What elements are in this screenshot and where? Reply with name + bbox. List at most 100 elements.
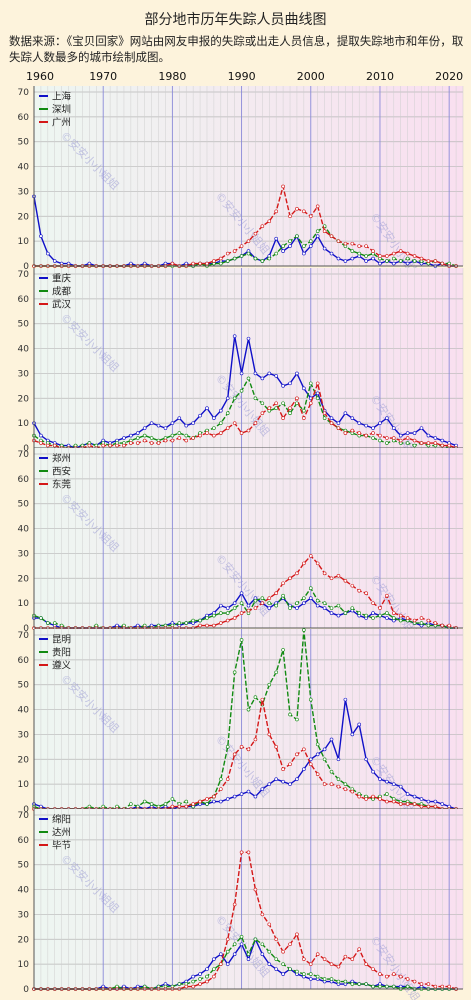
data-point [253, 371, 258, 376]
data-point [329, 421, 334, 425]
data-point [170, 421, 175, 425]
data-point [198, 433, 202, 438]
data-point [198, 799, 202, 804]
x-tick-label: 2020 [435, 70, 463, 83]
data-point [392, 256, 396, 261]
data-point [239, 745, 244, 749]
data-point [336, 979, 341, 984]
data-point [371, 436, 375, 440]
data-point [385, 611, 389, 615]
data-point [343, 259, 348, 263]
data-point [392, 782, 396, 786]
data-point [336, 256, 341, 261]
data-point [198, 972, 202, 976]
data-point [177, 982, 182, 986]
legend-label: 上海 [52, 91, 72, 103]
data-point [405, 261, 410, 266]
data-point [205, 261, 209, 266]
data-point [225, 259, 230, 263]
data-point [219, 408, 223, 413]
data-point [385, 259, 389, 263]
data-point [260, 787, 265, 791]
data-point [322, 416, 327, 420]
data-point [267, 601, 272, 605]
data-point [205, 967, 209, 971]
data-point [329, 737, 334, 742]
y-tick-label: 0 [23, 444, 29, 454]
data-point [260, 912, 265, 917]
data-point [281, 581, 285, 586]
y-tick-label: 0 [23, 805, 29, 815]
data-point [156, 441, 161, 445]
data-point [315, 598, 320, 603]
data-point [378, 421, 382, 425]
data-point [260, 601, 265, 605]
data-point [329, 251, 334, 256]
data-point [405, 431, 410, 435]
data-point [225, 618, 230, 623]
data-point [378, 984, 382, 989]
data-point [246, 428, 251, 433]
data-point [184, 984, 189, 989]
data-point [239, 611, 244, 615]
data-point [426, 433, 431, 438]
data-point [177, 431, 182, 435]
data-point [322, 229, 327, 233]
data-point [101, 443, 105, 448]
data-point [329, 611, 334, 615]
data-point [205, 979, 209, 984]
data-point [412, 794, 417, 799]
y-tick-label: 30 [18, 187, 30, 197]
data-point [225, 251, 230, 256]
data-point [322, 571, 327, 576]
data-point [385, 984, 389, 989]
data-point [419, 797, 424, 801]
data-point [232, 256, 237, 261]
y-tick-label: 40 [18, 886, 30, 896]
data-point [336, 573, 341, 578]
data-point [219, 952, 223, 957]
data-point [364, 244, 368, 248]
data-point [170, 804, 175, 809]
data-point [315, 234, 320, 238]
y-tick-label: 0 [23, 624, 29, 634]
data-point [253, 937, 258, 942]
y-tick-label: 50 [18, 681, 30, 691]
data-point [447, 443, 451, 448]
data-point [440, 623, 445, 628]
data-point [184, 621, 189, 625]
data-point [129, 433, 133, 438]
y-tick-label: 10 [18, 780, 30, 790]
data-point [371, 616, 375, 620]
data-point [177, 416, 182, 420]
data-point [371, 967, 375, 971]
data-point [260, 942, 265, 947]
data-point [419, 804, 424, 809]
data-point [52, 443, 57, 448]
data-point [419, 621, 424, 625]
x-tick-label: 2010 [366, 70, 394, 83]
data-point [212, 967, 216, 971]
data-point [267, 406, 272, 411]
data-point [281, 401, 285, 406]
y-tick-label: 50 [18, 500, 30, 510]
data-point [232, 396, 237, 401]
data-point [205, 431, 209, 435]
data-point [364, 962, 368, 966]
data-point [39, 616, 43, 620]
data-point [364, 433, 368, 438]
data-point [398, 438, 403, 443]
data-point [184, 433, 189, 438]
data-point [385, 799, 389, 804]
y-tick-label: 50 [18, 138, 30, 148]
data-point [288, 762, 292, 767]
data-point [343, 578, 348, 583]
y-tick-label: 30 [18, 369, 30, 379]
data-point [440, 802, 445, 806]
data-point [308, 244, 313, 248]
chart-title: 部分地市历年失踪人员曲线图 [144, 12, 327, 28]
data-point [343, 431, 348, 435]
data-point [253, 887, 258, 892]
